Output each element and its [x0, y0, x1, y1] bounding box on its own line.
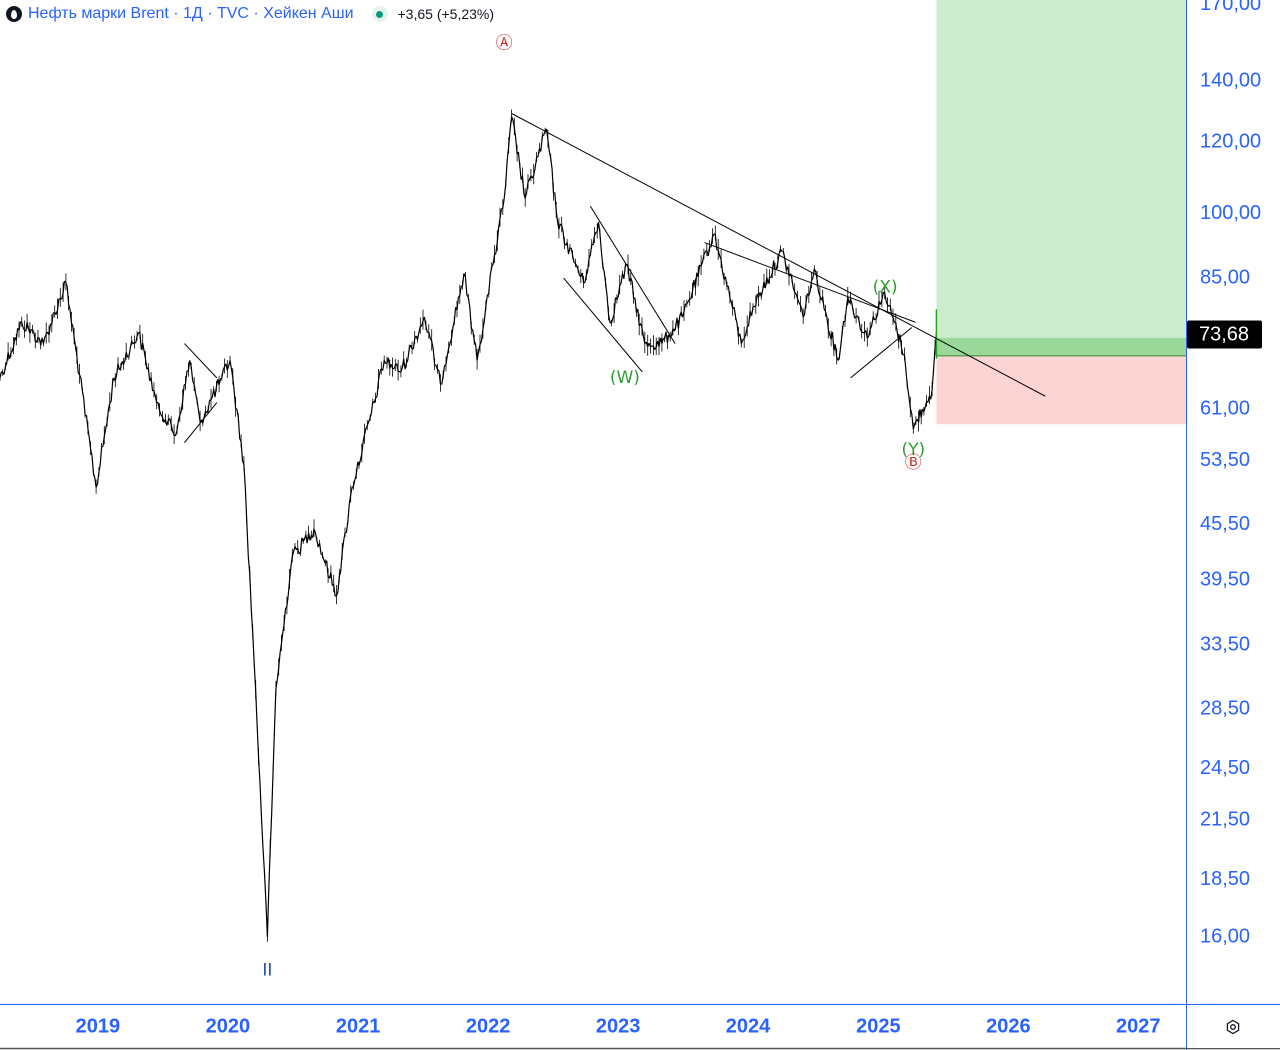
candle-wicks [0, 109, 936, 942]
trendline-6[interactable] [184, 343, 218, 379]
wave-label-3: (X) [873, 277, 898, 297]
trendline-1[interactable] [511, 113, 1046, 397]
trendline-4[interactable] [589, 205, 676, 344]
x-tick-label: 2020 [206, 1015, 251, 1037]
market-open-dot-icon [371, 6, 388, 22]
symbol-title[interactable]: Нефть марки Brent · 1Д · TVC · Хейкен Аш… [28, 5, 354, 22]
price-change: +3,65 (+5,23%) [397, 6, 495, 22]
profit-target-zone[interactable] [936, 0, 1186, 356]
trendline-2[interactable] [704, 242, 916, 323]
y-tick-label: 61,00 [1200, 397, 1250, 419]
y-tick-label: 85,00 [1200, 266, 1250, 288]
settings-gear-icon[interactable] [1222, 1016, 1244, 1038]
trendline-7[interactable] [184, 402, 218, 444]
price-series-line[interactable] [0, 116, 937, 938]
x-tick-label: 2027 [1116, 1015, 1161, 1037]
wave-label-1: Ⓐ [496, 34, 513, 54]
trendline-3[interactable] [850, 327, 913, 379]
y-tick-label: 170,00 [1200, 0, 1261, 15]
axis-corner [1187, 1005, 1280, 1048]
stop-loss-zone[interactable] [936, 355, 1186, 425]
y-tick-label: 120,00 [1200, 130, 1261, 152]
y-tick-label: 53,50 [1200, 449, 1250, 471]
last-price-label: 73,68 [1199, 324, 1249, 346]
y-tick-label: 33,50 [1200, 634, 1250, 656]
wave-label-2: (W) [610, 368, 640, 388]
symbol-legend[interactable]: Нефть марки Brent · 1Д · TVC · Хейкен Аш… [6, 4, 494, 24]
x-tick-label: 2019 [76, 1015, 121, 1037]
y-tick-label: 21,50 [1200, 809, 1250, 831]
y-tick-label: 45,50 [1200, 513, 1250, 535]
x-tick-label: 2025 [856, 1015, 901, 1037]
x-tick-label: 2026 [986, 1015, 1031, 1037]
x-tick-label: 2021 [336, 1015, 381, 1037]
y-tick-label: 100,00 [1200, 202, 1261, 224]
wave-label-5: Ⓑ [905, 453, 922, 473]
x-tick-label: 2023 [596, 1015, 641, 1037]
y-tick-label: 24,50 [1200, 757, 1250, 779]
y-tick-label: 18,50 [1200, 868, 1250, 890]
trendline-5[interactable] [563, 277, 643, 373]
y-tick-label: 16,00 [1200, 925, 1250, 947]
last-price-tag[interactable] [1187, 320, 1262, 349]
x-tick-label: 2022 [466, 1015, 511, 1037]
y-tick-label: 39,50 [1200, 569, 1250, 591]
x-tick-label: 2024 [726, 1015, 771, 1037]
y-tick-label: 140,00 [1200, 69, 1261, 91]
entry-band [936, 337, 1186, 356]
wave-label-6: II [262, 960, 272, 980]
oil-drop-icon [6, 6, 22, 22]
y-tick-label: 28,50 [1200, 697, 1250, 719]
wave-label-4: (Y) [901, 440, 925, 460]
